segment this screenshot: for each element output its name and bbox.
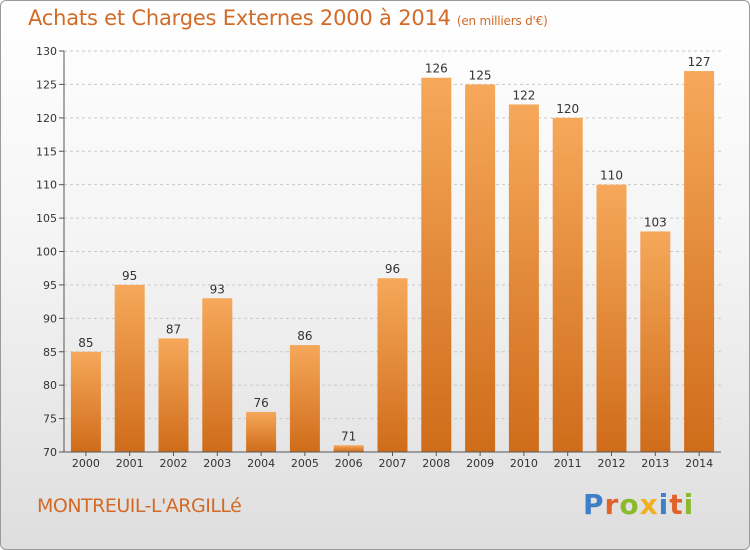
y-tick-label: 70 [43, 446, 57, 459]
bar-value-label: 120 [556, 102, 579, 116]
y-tick-label: 90 [43, 312, 57, 325]
bar-value-label: 71 [341, 429, 356, 443]
bar-value-label: 96 [385, 262, 400, 276]
y-tick-label: 100 [36, 246, 57, 259]
bar-value-label: 110 [600, 169, 623, 183]
y-tick-label: 120 [36, 112, 57, 125]
bar [684, 71, 715, 453]
x-tick-label: 2012 [598, 457, 626, 470]
bar-value-label: 126 [425, 62, 448, 76]
bar [246, 411, 277, 452]
bar-value-label: 93 [210, 282, 225, 296]
logo-letter: t [669, 488, 684, 521]
bar-value-label: 86 [297, 329, 312, 343]
y-tick-label: 115 [36, 145, 57, 158]
bar-value-label: 76 [253, 396, 268, 410]
y-tick-label: 125 [36, 78, 57, 91]
bar [421, 77, 452, 452]
bars: 85 95 87 93 76 86 71 96 126 125 122 120 110 103 127 [70, 55, 715, 453]
bar-value-label: 85 [78, 336, 93, 350]
x-tick-label: 2013 [641, 457, 669, 470]
bar [552, 117, 583, 452]
logo-letter: o [619, 488, 640, 521]
x-tick-label: 2006 [335, 457, 363, 470]
y-tick-label: 75 [43, 413, 57, 426]
logo-letter: i [658, 488, 670, 521]
bar [508, 104, 539, 452]
y-tick-label: 95 [43, 279, 57, 292]
x-tick-label: 2011 [554, 457, 582, 470]
bar [333, 445, 364, 452]
y-tick-label: 105 [36, 212, 57, 225]
bar-value-label: 125 [469, 68, 492, 82]
x-tick-label: 2005 [291, 457, 319, 470]
bar-value-label: 127 [688, 55, 711, 69]
x-tick-label: 2003 [203, 457, 231, 470]
x-tick-label: 2000 [72, 457, 100, 470]
x-tick-label: 2008 [422, 457, 450, 470]
x-tick-label: 2002 [160, 457, 188, 470]
bar-value-label: 122 [512, 88, 535, 102]
chart-title: Achats et Charges Externes 2000 à 2014 (e… [28, 6, 548, 30]
y-tick-label: 85 [43, 346, 57, 359]
x-tick-label: 2010 [510, 457, 538, 470]
bar-value-label: 87 [166, 322, 181, 336]
x-tick-label: 2007 [379, 457, 407, 470]
y-tick-label: 80 [43, 379, 57, 392]
axes: 70 75 80 85 90 95 100 105 110 115 120 125 130 2000 200… [36, 45, 721, 470]
logo-letter: x [639, 488, 659, 521]
bar [202, 298, 233, 452]
logo-letter: r [604, 488, 620, 521]
logo-letter: i [683, 488, 695, 521]
bar-value-label: 95 [122, 269, 137, 283]
bar [465, 84, 496, 453]
bar [377, 278, 408, 452]
bar [596, 184, 627, 452]
bar [640, 231, 671, 452]
x-tick-label: 2014 [685, 457, 713, 470]
chart-unit: (en milliers d'€) [456, 14, 548, 28]
bar-value-label: 103 [644, 215, 667, 229]
logo-letter: P [583, 488, 605, 521]
chart-title-text: Achats et Charges Externes 2000 à 2014 [28, 6, 451, 30]
x-tick-label: 2001 [116, 457, 144, 470]
y-tick-label: 130 [36, 45, 57, 58]
bar [289, 345, 320, 452]
bar [70, 351, 101, 452]
x-tick-label: 2004 [247, 457, 275, 470]
bar [114, 284, 145, 452]
y-tick-label: 110 [36, 179, 57, 192]
location-name: MONTREUIL-L'ARGILLé [37, 495, 242, 517]
x-tick-label: 2009 [466, 457, 494, 470]
bar [158, 338, 189, 452]
proxiti-logo: Proxiti [583, 488, 694, 521]
